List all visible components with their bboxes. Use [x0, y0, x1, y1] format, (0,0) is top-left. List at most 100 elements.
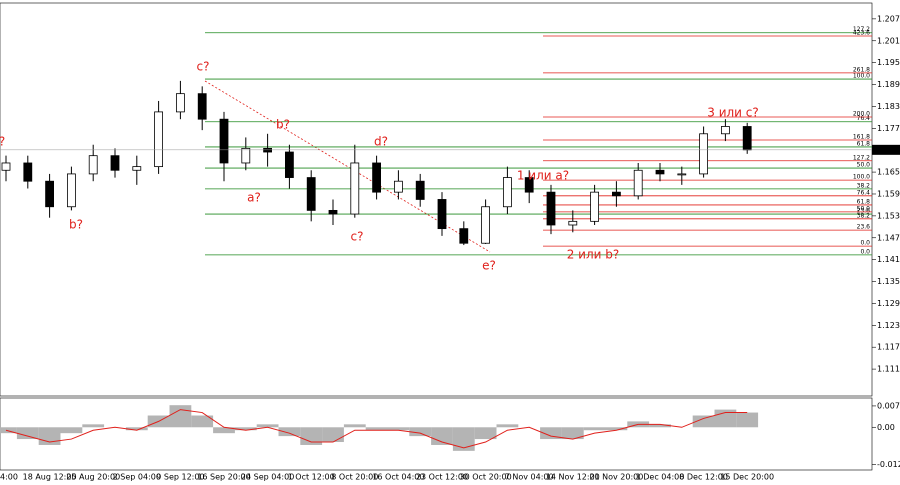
wave-label: 3 или c? — [707, 106, 759, 120]
y-tick-label: 1.1895 — [877, 80, 900, 89]
macd-bar — [452, 427, 475, 451]
wave-label: d? — [374, 135, 388, 149]
x-tick-label: 9 Sep 12:00 — [156, 473, 204, 482]
y-tick-label: 1.1235 — [877, 321, 900, 330]
wave-label: c? — [351, 230, 364, 244]
wave-label: b? — [69, 218, 83, 232]
candle-body — [1, 162, 11, 171]
macd-bar — [583, 427, 606, 431]
candle-body — [415, 180, 425, 200]
x-tick-label: 1 Oct 12:00 — [288, 473, 335, 482]
fib-level-label: 76.4 — [857, 115, 871, 122]
candle-body — [590, 191, 599, 222]
fib-level-label: 38.2 — [857, 182, 871, 189]
candle-body — [742, 126, 752, 151]
macd-bar — [605, 427, 628, 431]
x-tick-label: 4:00 — [0, 473, 18, 482]
macd-bar — [0, 427, 17, 434]
y-tick-label: 1.2015 — [877, 36, 900, 45]
wave-label: 2 или b? — [567, 248, 620, 262]
macd-bar — [125, 427, 148, 431]
macd-bar — [409, 427, 432, 437]
fib-level-label: 100.0 — [853, 73, 870, 80]
y-tick-label: 1.1475 — [877, 233, 900, 242]
macd-bar — [169, 405, 192, 428]
macd-bar — [540, 427, 562, 440]
y-tick-label: 1.1115 — [877, 365, 900, 374]
x-tick-label: 24 Sep 04:00 — [241, 473, 294, 482]
macd-bar — [278, 427, 301, 437]
y-tick-label: 1.1835 — [877, 102, 900, 111]
fib-level-label: 61.8 — [857, 140, 871, 147]
x-tick-label: 8 Oct 20:00 — [331, 473, 378, 482]
candle-body — [45, 180, 54, 208]
macd-bar — [431, 427, 453, 445]
candle-body — [524, 177, 534, 193]
y-tick-label: -0.0126 — [877, 460, 900, 469]
y-tick-label: 1.1535 — [877, 211, 900, 220]
candle-body — [154, 111, 164, 168]
macd-bar — [191, 415, 214, 428]
wave-label: e? — [482, 259, 496, 273]
wave-label: 1 или a? — [517, 169, 569, 183]
y-tick-label: 1.1295 — [877, 299, 900, 308]
x-tick-label: 2 Sep 04:00 — [113, 473, 161, 482]
x-tick-label: 14 Nov 12:00 — [546, 473, 600, 482]
macd-bar — [387, 427, 410, 431]
candle-body — [502, 177, 512, 208]
macd-bar — [496, 424, 519, 428]
candle-body — [568, 220, 578, 226]
candle-body — [67, 173, 76, 208]
candle-body — [23, 162, 33, 182]
x-tick-label: 1 Dec 04:00 — [636, 473, 685, 482]
macd-bar — [561, 427, 584, 440]
wave-label: a? — [247, 191, 261, 205]
candle-body — [546, 191, 556, 226]
signal-line — [5, 409, 748, 449]
candle-body — [481, 206, 491, 244]
x-tick-label: 8 Dec 12:00 — [679, 473, 728, 482]
x-tick-label: 15 Dec 20:00 — [720, 473, 774, 482]
candle-body — [241, 147, 251, 164]
main-panel — [0, 2, 873, 397]
wave-label: ? — [0, 135, 5, 149]
macd-panel — [0, 397, 873, 471]
wave-label: b? — [276, 118, 290, 132]
candle-body — [219, 118, 229, 164]
fib-level-label: 76.4 — [857, 189, 871, 196]
macd-bar — [322, 427, 344, 443]
x-tick-label: 16 Sep 20:00 — [197, 473, 250, 482]
macd-bar — [82, 424, 105, 428]
wave-trend-line — [204, 80, 491, 253]
y-tick-label: 1.1775 — [877, 124, 900, 133]
macd-bar — [692, 415, 715, 428]
wave-label: c? — [197, 60, 210, 74]
fib-level-label: 23.6 — [857, 224, 871, 231]
y-tick-label: 1.2075 — [877, 14, 900, 23]
fib-level-label: 200.0 — [853, 111, 870, 118]
candle-body — [721, 126, 730, 135]
macd-bar — [300, 427, 323, 445]
x-tick-label: 18 Aug 12:00 — [23, 473, 77, 482]
candle-body — [699, 133, 708, 175]
macd-bar — [16, 427, 39, 440]
x-tick-label: 16 Oct 04:00 — [372, 473, 424, 482]
candle-body — [197, 93, 207, 120]
fib-level-label: 261.8 — [853, 66, 870, 73]
price-box — [872, 144, 900, 155]
macd-bar — [736, 412, 759, 428]
fib-level-label: 61.8 — [857, 198, 871, 205]
fib-level-label: 0.0 — [860, 248, 870, 255]
fib-level-label: 423.6 — [853, 30, 870, 37]
candle-body — [284, 151, 294, 178]
candle-body — [393, 180, 403, 193]
fib-level-label: 0.0 — [860, 240, 870, 247]
fib-level-label: 100.0 — [853, 174, 870, 181]
y-tick-label: 1.1415 — [877, 255, 900, 264]
fib-level-label: 38.2 — [857, 212, 871, 219]
x-tick-label: 25 Aug 20:00 — [66, 473, 120, 482]
fib-level-label: 23.6 — [857, 208, 871, 215]
macd-bar — [365, 427, 388, 431]
macd-bar — [60, 427, 83, 434]
